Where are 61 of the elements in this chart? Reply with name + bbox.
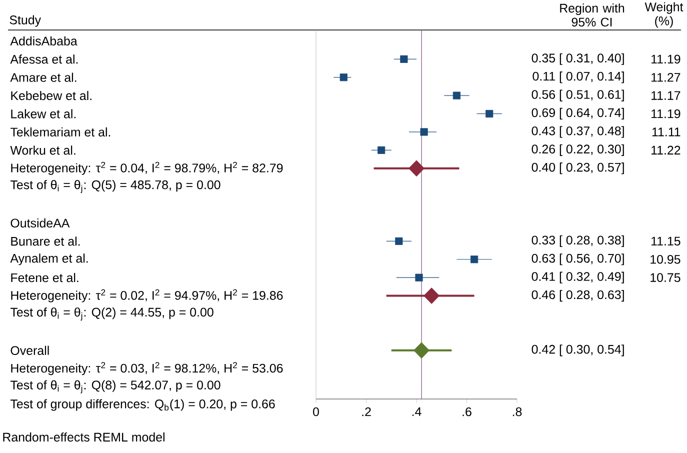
data-label: 0.11 [ 0.07, 0.14] [532, 72, 624, 84]
x-tick-label: .8 [512, 407, 522, 416]
y-tick-label: Amare et al. [10, 72, 76, 82]
point [400, 55, 408, 63]
data-label: 0.41 [ 0.32, 0.49] [532, 272, 624, 284]
text: 11.19 [652, 109, 680, 118]
y-tick-label: Lakew et al. [11, 109, 76, 118]
y-tick-label: OutsideAA [10, 218, 70, 228]
y-tick-label: Heterogeneity: τ$^{2}$ = 0.04, I$^{2}$ = 98.79%, H$^{2}$ = 82.79 [11, 162, 283, 175]
point [420, 128, 428, 136]
y-tick-label: Afessa et al. [10, 54, 78, 64]
point [395, 237, 403, 245]
y-tick-label: Bunare et al. [11, 236, 80, 246]
x-tick-label: .6 [462, 407, 472, 416]
text: 10.75 [650, 273, 680, 282]
y-tick-label: Test of θ$_{i}$ = θ$_{j}$: Q(5) = 485.78, p = 0.00 [10, 180, 220, 194]
text: 11.11 [652, 128, 680, 136]
text: Random-effects REML model [3, 432, 164, 442]
point [378, 146, 386, 154]
text: Region with 95% CI [560, 3, 624, 27]
x-tick-label: 0 [313, 407, 319, 416]
text: Weight (%) [644, 2, 684, 28]
y-tick-label: Worku et al. [10, 146, 76, 155]
y-tick-label: Heterogeneity: τ$^{2}$ = 0.02, I$^{2}$ = 94.97%, H$^{2}$ = 19.86 [11, 289, 283, 302]
text: 0.42 [ 0.30, 0.54] [532, 344, 624, 356]
x-tick-label: .2 [362, 407, 371, 416]
x-tick-label: .4 [412, 407, 422, 416]
y-tick-label: AddisAbaba [10, 36, 78, 46]
data-label: 0.33 [ 0.28, 0.38] [532, 235, 624, 247]
text: 10.95 [650, 254, 680, 264]
y-tick-label: Aynalem et al. [10, 254, 88, 266]
data-label: 0.63 [ 0.56, 0.70] [532, 254, 624, 266]
point [452, 92, 460, 100]
point [408, 160, 424, 177]
text: 11.17 [652, 91, 680, 100]
y-tick-label: Test of θ$_{i}$ = θ$_{j}$: Q(2) = 44.55, p = 0.00 [10, 307, 214, 321]
y-tick-label: Overall [10, 346, 49, 355]
text: 11.19 [652, 54, 680, 64]
point [414, 342, 430, 359]
text: 0.46 [ 0.28, 0.63] [532, 290, 624, 302]
y-tick-label: Kebebew et al. [11, 90, 92, 100]
point [486, 110, 494, 118]
text: 11.22 [652, 146, 680, 154]
y-tick-label: Test of group differences: Q$_{b}$(1) = 0.20, p = 0.66 [10, 399, 275, 411]
data-label: 0.35 [ 0.31, 0.40] [532, 53, 624, 65]
text: 0.40 [ 0.23, 0.57] [532, 162, 624, 174]
point [424, 288, 440, 304]
point [340, 74, 348, 82]
point [415, 274, 423, 282]
text: 11.15 [652, 236, 680, 246]
y-axis-title: Study [10, 15, 42, 27]
point [470, 256, 478, 264]
data-label: 0.26 [ 0.22, 0.30] [532, 144, 624, 156]
data-label: 0.43 [ 0.37, 0.48] [532, 126, 624, 138]
y-tick-label: Teklemariam et al. [10, 127, 110, 137]
y-tick-label: Fetene et al. [11, 273, 78, 282]
text: 11.27 [652, 72, 680, 82]
data-label: 0.56 [ 0.51, 0.61] [532, 90, 624, 102]
y-tick-label: Test of θ$_{i}$ = θ$_{j}$: Q(8) = 542.07, p = 0.00 [10, 380, 220, 394]
y-tick-label: Heterogeneity: τ$^{2}$ = 0.03, I$^{2}$ = 98.12%, H$^{2}$ = 53.06 [11, 362, 283, 376]
data-label: 0.69 [ 0.64, 0.74] [532, 108, 624, 120]
